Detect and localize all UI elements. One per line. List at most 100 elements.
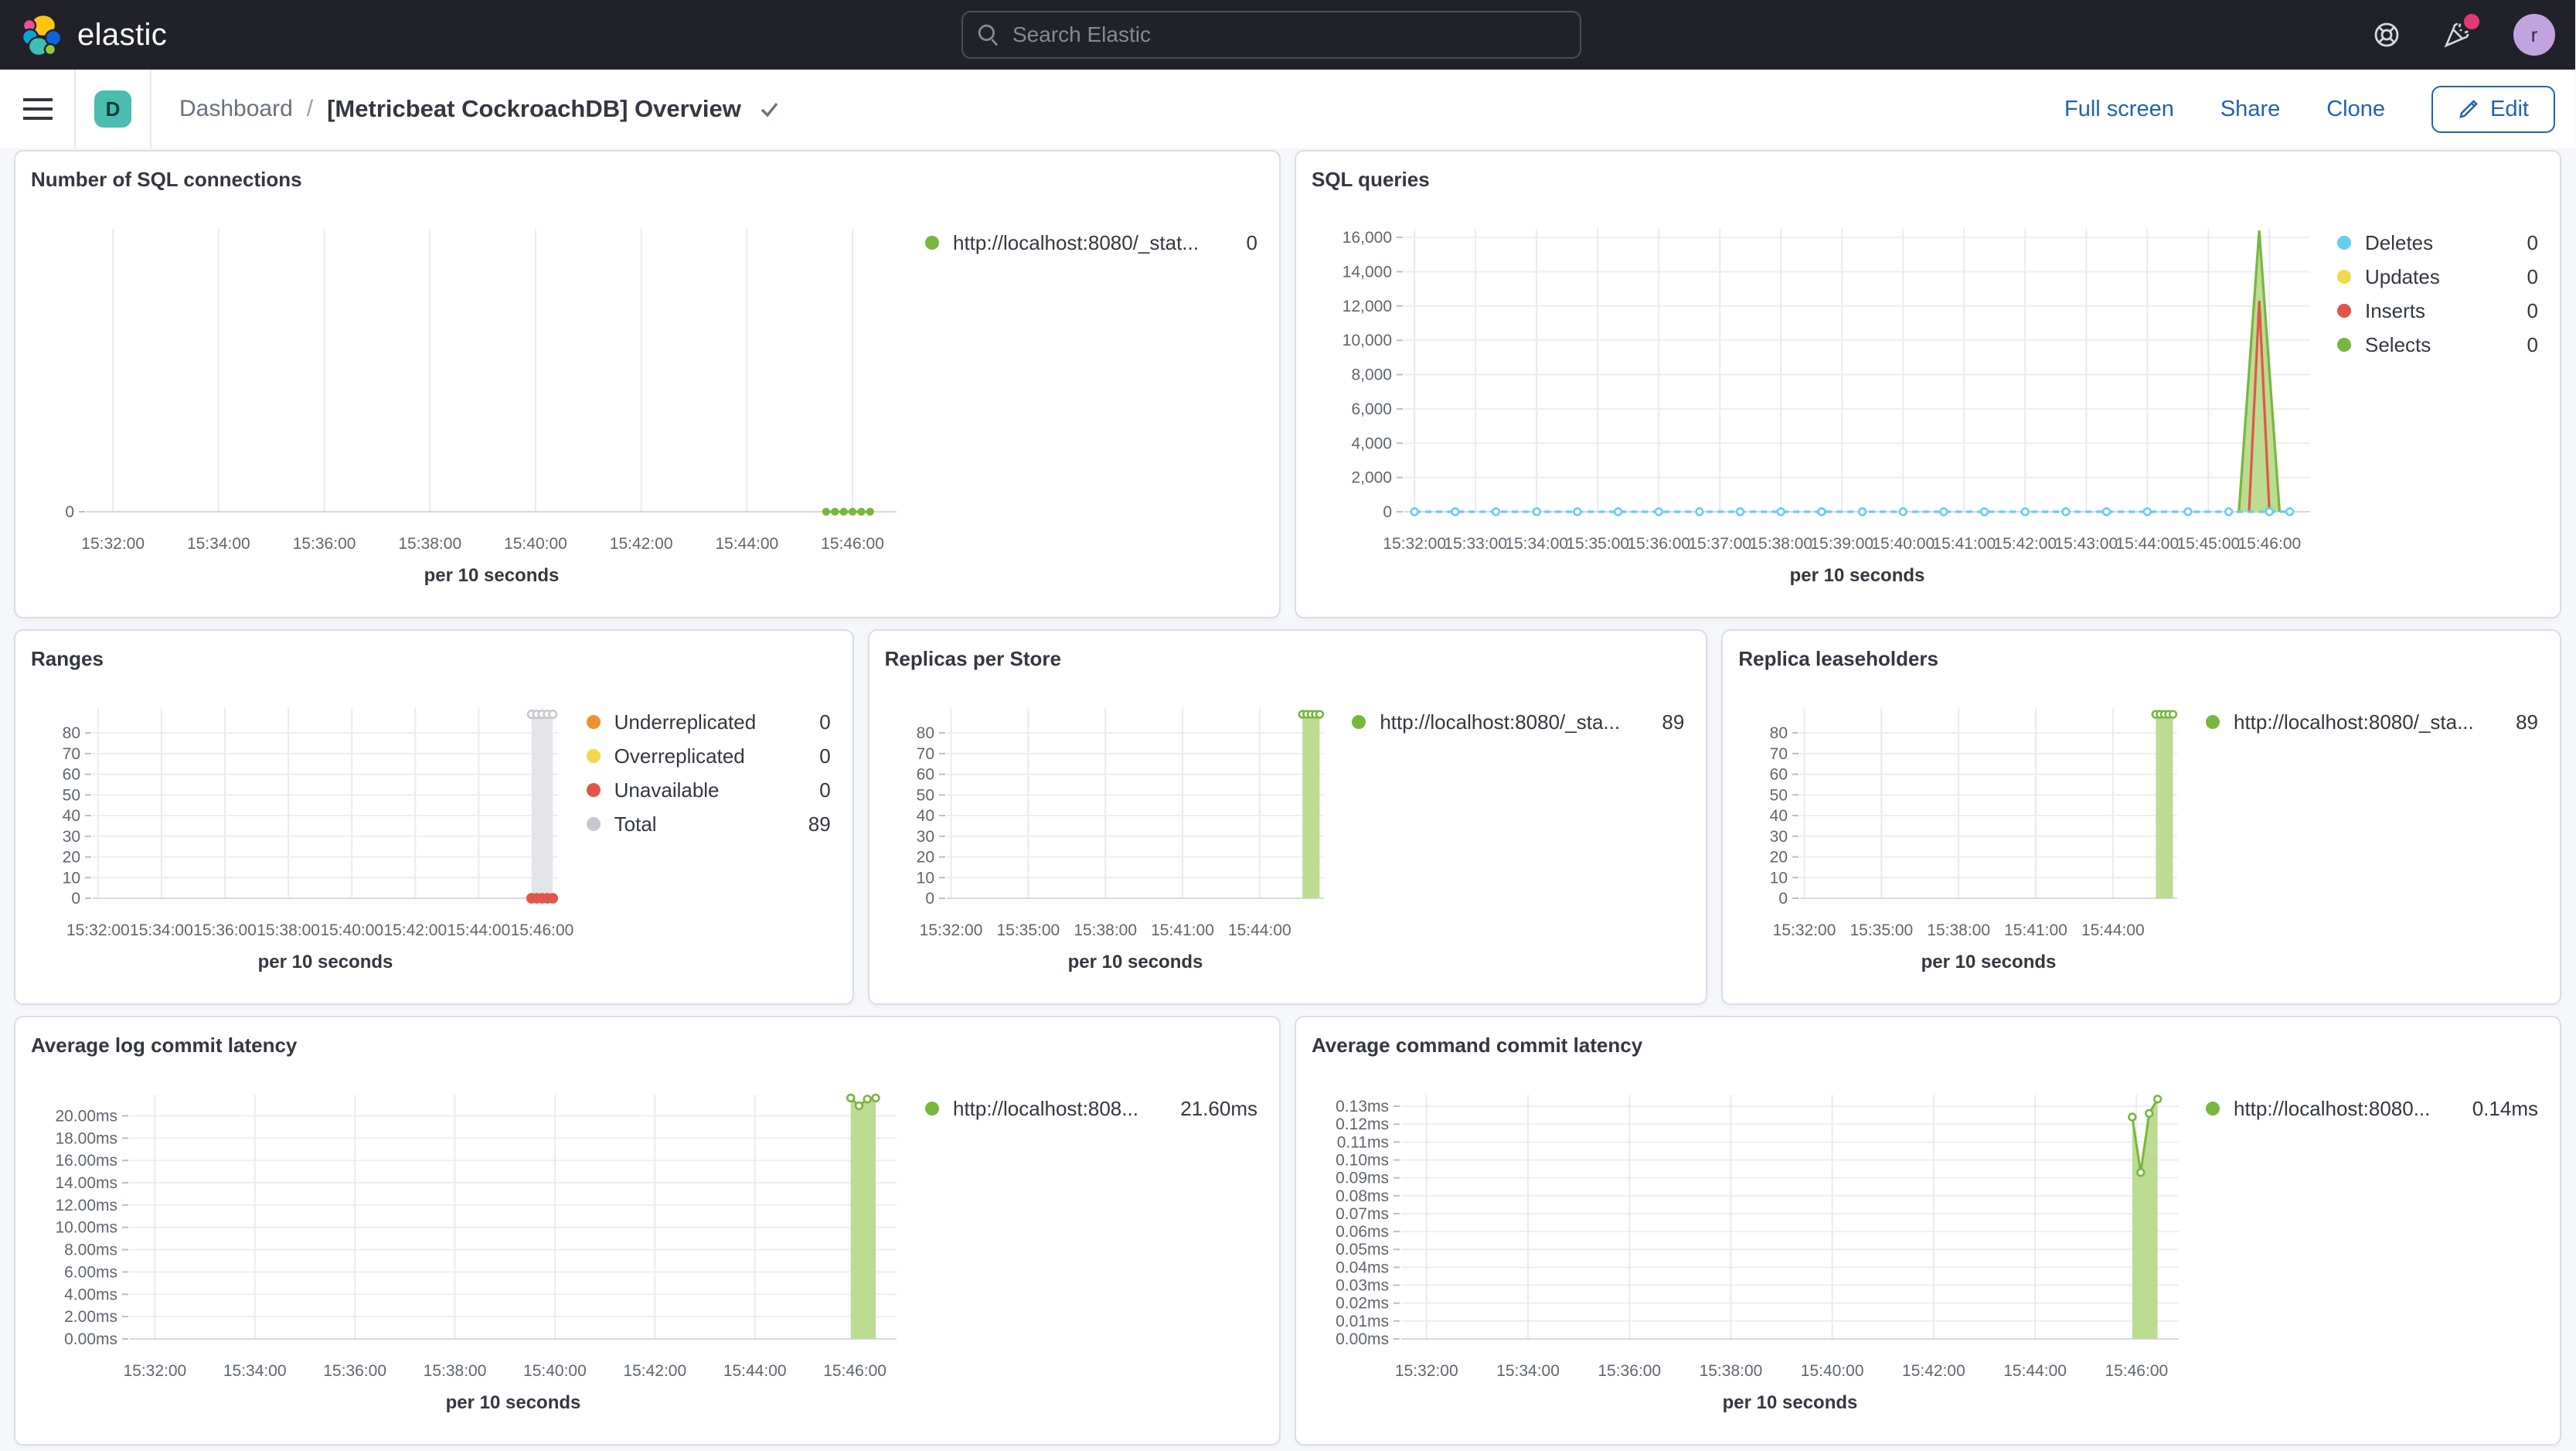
svg-text:15:36:00: 15:36:00	[1627, 535, 1690, 553]
svg-text:per 10 seconds: per 10 seconds	[1723, 1392, 1858, 1413]
svg-text:10.00ms: 10.00ms	[55, 1219, 117, 1237]
svg-text:15:44:00: 15:44:00	[2003, 1362, 2067, 1380]
divider	[150, 70, 151, 148]
panel-average-command-commit-latency: Average command commit latency 0.00ms 0.0…	[1294, 1016, 2561, 1446]
legend-swatch-icon	[2336, 236, 2351, 250]
legend-label: Underreplicated	[614, 710, 757, 734]
svg-text:per 10 seconds: per 10 seconds	[424, 565, 560, 586]
chart-ranges[interactable]: 0 10 20 30 40 50 60 70 80 15:32:00 15:34:00 15:36:0…	[31, 696, 577, 994]
panel-ranges: Ranges 0 10 20 30 40 50 60 70 80 15:32:00 15:34:00…	[14, 629, 854, 1005]
svg-text:80: 80	[916, 724, 934, 742]
legend-swatch-icon	[1352, 715, 1366, 729]
svg-text:0.03ms: 0.03ms	[1336, 1277, 1389, 1295]
breadcrumb-dashboard-link[interactable]: Dashboard	[179, 96, 293, 121]
user-avatar[interactable]: r	[2513, 14, 2555, 56]
svg-text:15:42:00: 15:42:00	[610, 535, 673, 553]
panel-title[interactable]: Replica leaseholders	[1738, 647, 1939, 670]
legend-swatch-icon	[2336, 304, 2351, 318]
svg-text:15:41:00: 15:41:00	[1151, 921, 1214, 939]
svg-text:70: 70	[916, 745, 934, 763]
svg-text:15:34:00: 15:34:00	[187, 535, 250, 553]
full-screen-button[interactable]: Full screen	[2064, 96, 2174, 121]
svg-text:15:38:00: 15:38:00	[424, 1362, 487, 1380]
legend-item-http-localhost-8080-sta-[interactable]: http://localhost:8080/_sta... 89	[2205, 705, 2538, 739]
chart-average-command-commit-latency[interactable]: 0.00ms 0.01ms 0.02ms 0.03ms 0.04ms 0.05ms 0.06…	[1312, 1082, 2197, 1435]
edit-button-label: Edit	[2490, 96, 2529, 121]
svg-text:60: 60	[1770, 766, 1788, 784]
svg-text:0.05ms: 0.05ms	[1336, 1241, 1389, 1259]
panel-title[interactable]: Ranges	[31, 647, 104, 670]
svg-text:20.00ms: 20.00ms	[55, 1107, 117, 1125]
legend-item-inserts[interactable]: Inserts 0	[2336, 294, 2538, 328]
svg-text:30: 30	[1770, 828, 1788, 846]
legend-item-unavailable[interactable]: Unavailable 0	[586, 773, 831, 807]
svg-text:6.00ms: 6.00ms	[64, 1263, 117, 1281]
svg-text:0.04ms: 0.04ms	[1336, 1259, 1389, 1276]
svg-text:15:32:00: 15:32:00	[66, 921, 130, 939]
panel-title[interactable]: Average command commit latency	[1311, 1034, 1643, 1057]
legend-item-http-localhost-808-[interactable]: http://localhost:808... 21.60ms	[924, 1092, 1257, 1126]
edit-button[interactable]: Edit	[2431, 85, 2555, 133]
title-check-icon[interactable]	[757, 97, 781, 121]
legend-swatch-icon	[2336, 338, 2351, 352]
svg-text:15:35:00: 15:35:00	[996, 921, 1060, 939]
share-button[interactable]: Share	[2220, 96, 2281, 121]
legend-label: Inserts	[2364, 298, 2426, 322]
svg-text:15:44:00: 15:44:00	[2081, 921, 2145, 939]
svg-text:15:32:00: 15:32:00	[1773, 921, 1836, 939]
chart-average-log-commit-latency[interactable]: 0.00ms 2.00ms 4.00ms 6.00ms 8.00ms 10.00ms 12.…	[31, 1082, 916, 1435]
legend-label: Updates	[2364, 264, 2440, 288]
panel-title[interactable]: Number of SQL connections	[31, 168, 302, 191]
legend-item-underreplicated[interactable]: Underreplicated 0	[586, 705, 831, 739]
svg-text:40: 40	[63, 807, 80, 825]
legend-item-overreplicated[interactable]: Overreplicated 0	[586, 739, 831, 773]
svg-text:15:40:00: 15:40:00	[1801, 1362, 1864, 1380]
legend-value: 0	[2527, 332, 2538, 356]
panel-sql-queries: SQL queries 0 2,000 4,000 6,000 8,000 10,000 1…	[1294, 150, 2561, 618]
chart-legend: http://localhost:808... 21.60ms	[916, 1082, 1264, 1435]
legend-item-total[interactable]: Total 89	[586, 807, 831, 841]
svg-text:0.12ms: 0.12ms	[1336, 1115, 1389, 1133]
help-icon[interactable]	[2373, 21, 2401, 49]
svg-text:15:34:00: 15:34:00	[223, 1362, 287, 1380]
panel-title[interactable]: Replicas per Store	[884, 647, 1061, 670]
elastic-logo[interactable]: elastic	[20, 13, 167, 56]
search-input[interactable]	[961, 11, 1581, 59]
svg-text:15:46:00: 15:46:00	[821, 535, 884, 553]
legend-item-http-localhost-8080-[interactable]: http://localhost:8080... 0.14ms	[2205, 1092, 2538, 1126]
legend-item-selects[interactable]: Selects 0	[2336, 328, 2538, 362]
svg-text:15:46:00: 15:46:00	[823, 1362, 886, 1380]
svg-text:0.01ms: 0.01ms	[1336, 1313, 1389, 1330]
svg-text:15:42:00: 15:42:00	[1993, 535, 2057, 553]
chart-replicas-per-store[interactable]: 0 10 20 30 40 50 60 70 80 15:32:00 15:35:00 15:38:0…	[885, 696, 1343, 994]
panel-average-log-commit-latency: Average log commit latency 0.00ms 2.00ms 4…	[14, 1016, 1281, 1446]
chart-replica-leaseholders[interactable]: 0 10 20 30 40 50 60 70 80 15:32:00 15:35:00 15:38:0…	[1738, 696, 2197, 994]
menu-icon[interactable]	[20, 91, 56, 127]
legend-item-updates[interactable]: Updates 0	[2336, 260, 2538, 294]
whats-new-icon[interactable]	[2442, 14, 2479, 49]
legend-item-http-localhost-8080-sta-[interactable]: http://localhost:8080/_sta... 89	[1352, 705, 1684, 739]
chart-sql-queries[interactable]: 0 2,000 4,000 6,000 8,000 10,000 12,000 14,000 1…	[1312, 216, 2328, 608]
svg-text:15:36:00: 15:36:00	[1598, 1362, 1661, 1380]
legend-value: 0	[1246, 230, 1257, 254]
clone-button[interactable]: Clone	[2326, 96, 2386, 121]
legend-item-deletes[interactable]: Deletes 0	[2336, 226, 2538, 260]
panel-title[interactable]: SQL queries	[1311, 168, 1430, 191]
legend-label: Selects	[2364, 332, 2431, 356]
legend-swatch-icon	[924, 1102, 939, 1115]
panel-title[interactable]: Average log commit latency	[31, 1034, 298, 1057]
global-header: elastic r	[0, 0, 2575, 70]
legend-value: 0	[2527, 264, 2538, 288]
dashboard-app-badge[interactable]: D	[94, 90, 131, 128]
chart-legend: http://localhost:8080... 0.14ms	[2197, 1082, 2544, 1435]
panel-replica-leaseholders: Replica leaseholders 0 10 20 30 40 50 60 70 80 15…	[1721, 629, 2561, 1005]
svg-text:18.00ms: 18.00ms	[55, 1129, 117, 1147]
svg-text:20: 20	[1770, 849, 1788, 867]
legend-item-http-localhost-8080-stat-[interactable]: http://localhost:8080/_stat... 0	[924, 226, 1257, 260]
svg-text:12,000: 12,000	[1342, 298, 1392, 315]
legend-swatch-icon	[586, 783, 601, 797]
legend-swatch-icon	[2336, 270, 2351, 284]
chart-number-of-sql-connections[interactable]: 0 15:32:00 15:34:00 15:36:00 15:38:00 15:40:0…	[31, 216, 916, 608]
svg-text:15:44:00: 15:44:00	[1228, 921, 1291, 939]
